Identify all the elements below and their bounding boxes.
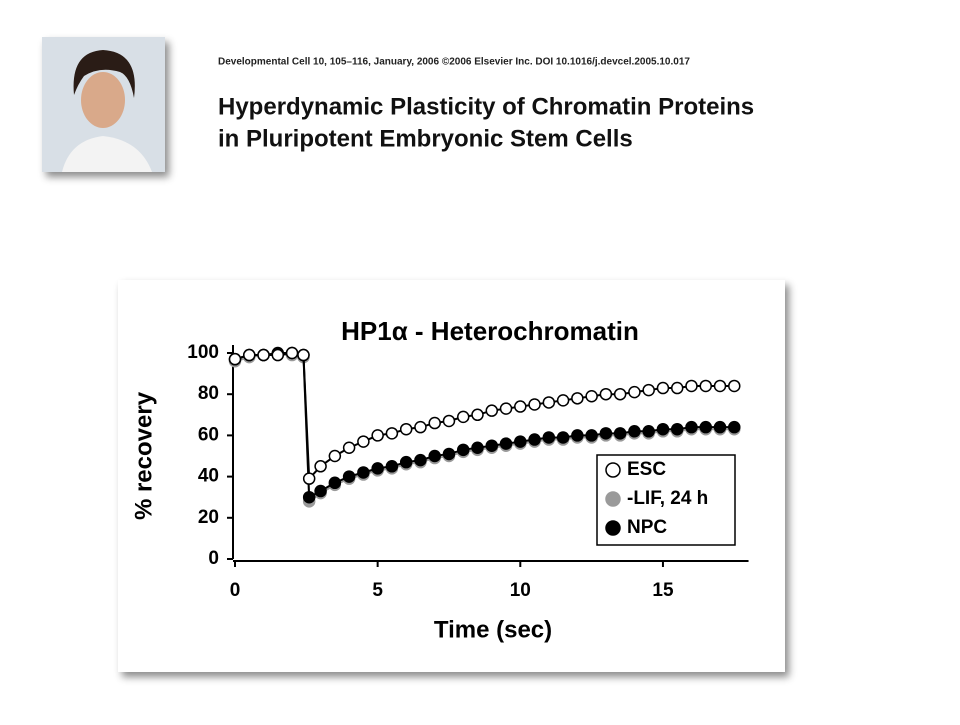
y-axis-label: % recovery <box>130 391 157 520</box>
portrait <box>42 37 165 172</box>
data-point <box>428 449 441 463</box>
data-point <box>371 429 384 442</box>
data-point <box>414 420 427 434</box>
data-point <box>613 427 627 440</box>
data-point <box>297 348 310 362</box>
data-point <box>656 422 670 436</box>
legend-label: NPC <box>627 517 667 538</box>
title-line: in Pluripotent Embryonic Stem Cells <box>218 125 633 152</box>
data-point <box>499 402 513 415</box>
x-tick-label: 10 <box>510 580 531 601</box>
data-point <box>514 400 527 413</box>
legend-label: -LIF, 24 h <box>627 488 708 509</box>
data-point <box>385 460 399 473</box>
legend-marker <box>605 520 621 536</box>
data-point <box>728 420 741 434</box>
data-point <box>599 427 613 440</box>
data-point <box>471 408 484 422</box>
data-point <box>699 420 712 434</box>
data-point <box>528 433 541 446</box>
legend-label: ESC <box>627 459 666 480</box>
data-point <box>228 352 242 366</box>
data-point <box>485 404 499 417</box>
data-point <box>385 427 399 440</box>
data-point <box>414 453 427 467</box>
y-tick-label: 40 <box>198 466 219 487</box>
data-point <box>613 387 627 401</box>
citation: Developmental Cell 10, 105–116, January,… <box>218 57 690 68</box>
data-point <box>314 484 327 498</box>
y-tick-label: 60 <box>198 424 219 445</box>
data-point <box>685 420 698 434</box>
data-point <box>456 443 470 457</box>
x-tick-label: 0 <box>230 580 241 601</box>
data-point <box>471 441 484 455</box>
data-point <box>571 429 584 442</box>
x-axis-label: Time (sec) <box>434 616 552 643</box>
y-tick-label: 100 <box>187 342 219 363</box>
data-point <box>357 435 370 448</box>
data-point <box>285 346 299 360</box>
data-point <box>528 398 541 411</box>
data-point <box>542 431 556 444</box>
data-point <box>302 490 316 504</box>
legend-marker <box>605 462 621 478</box>
data-point <box>328 476 342 490</box>
data-point <box>656 381 670 395</box>
data-point <box>485 439 499 452</box>
title-line: Hyperdynamic Plasticity of Chromatin Pro… <box>218 93 754 120</box>
data-point <box>699 379 712 393</box>
data-point <box>257 348 270 362</box>
data-point <box>585 429 598 442</box>
y-tick-label: 20 <box>198 507 219 528</box>
data-point <box>713 420 727 434</box>
data-point <box>314 460 327 473</box>
data-point <box>357 466 370 479</box>
data-point <box>642 383 655 397</box>
data-point <box>585 390 598 403</box>
data-point <box>342 441 356 455</box>
y-tick-label: 0 <box>208 548 219 569</box>
data-point <box>514 435 527 448</box>
data-point <box>243 348 256 362</box>
data-point <box>271 348 285 362</box>
data-point <box>599 387 613 401</box>
y-tick-label: 80 <box>198 383 219 404</box>
data-point <box>442 414 456 428</box>
chart-title: HP1α - Heterochromatin <box>341 316 639 346</box>
legend-marker <box>605 491 621 507</box>
data-point <box>442 447 456 461</box>
data-point <box>371 462 384 475</box>
data-point <box>428 416 441 430</box>
data-point <box>728 379 741 393</box>
data-point <box>685 379 698 393</box>
data-point <box>302 472 316 485</box>
x-tick-label: 5 <box>372 580 383 601</box>
data-point <box>642 425 655 438</box>
data-point <box>328 449 342 463</box>
data-point <box>556 431 570 444</box>
data-point <box>399 455 413 469</box>
data-point <box>670 422 684 436</box>
data-point <box>456 410 470 424</box>
data-point <box>499 437 513 450</box>
data-point <box>342 470 356 483</box>
data-point <box>399 422 413 436</box>
data-point <box>542 396 556 409</box>
data-point <box>628 385 641 399</box>
data-point <box>571 392 584 405</box>
data-point <box>713 379 727 393</box>
data-point <box>628 425 641 438</box>
x-tick-label: 15 <box>652 580 674 601</box>
data-point <box>670 381 684 395</box>
data-point <box>556 394 570 407</box>
